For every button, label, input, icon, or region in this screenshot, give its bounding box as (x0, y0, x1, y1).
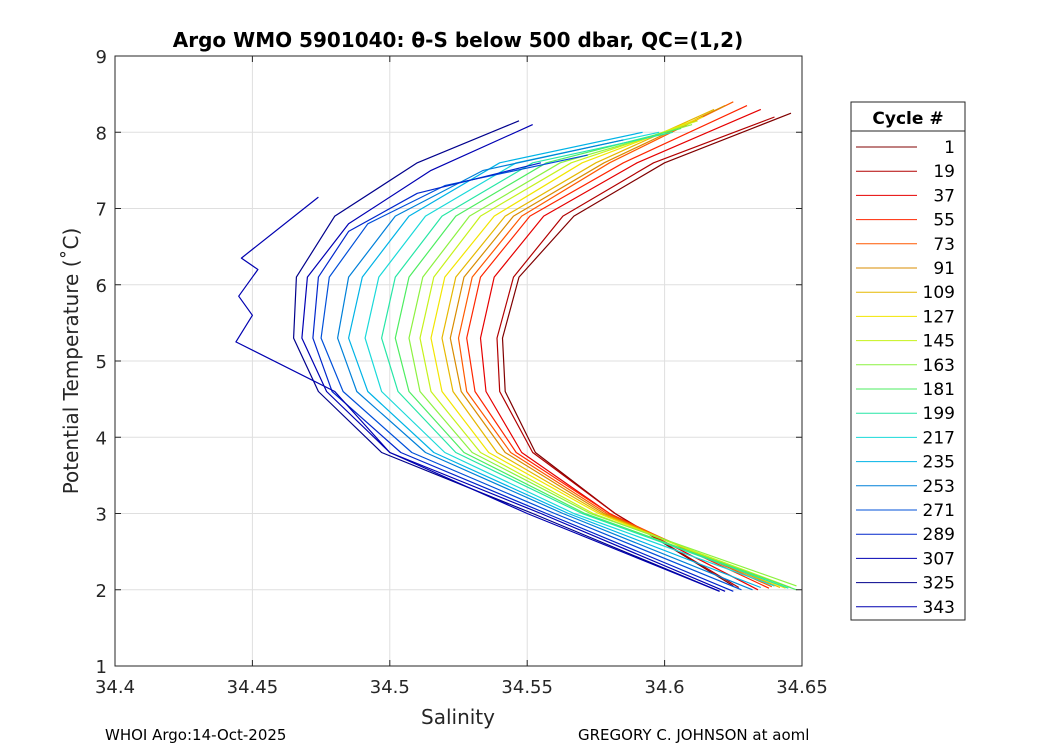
series-line (394, 127, 797, 591)
legend-entry-label: 145 (923, 332, 955, 352)
legend-entry-label: 55 (933, 211, 955, 231)
y-axis-label: Potential Temperature (˚C) (59, 228, 83, 495)
legend-entry-label: 253 (923, 477, 955, 497)
series-line (364, 131, 775, 587)
series-line (320, 154, 742, 591)
y-tick-label: 8 (96, 123, 107, 144)
series-layer (235, 101, 797, 592)
legend-entry-label: 271 (923, 501, 955, 521)
series-line (301, 124, 726, 592)
y-tick-label: 3 (96, 505, 107, 526)
legend-title: Cycle # (872, 109, 943, 129)
x-tick-label: 34.55 (501, 677, 553, 698)
series-line (479, 108, 762, 591)
y-tick-label: 1 (96, 657, 107, 678)
legend-entry-label: 307 (923, 549, 955, 569)
series-line (419, 120, 792, 589)
legend-entry-label: 73 (933, 235, 955, 255)
tick-layer: 34.4 34.45 34.5 34.55 34.6 34.65 1 2 3 4 5 6 7 8 9 (95, 47, 828, 698)
footer-left: WHOI Argo:14-Oct-2025 (105, 726, 287, 744)
footer-right: GREGORY C. JOHNSON at aoml (578, 726, 810, 744)
series-line (466, 105, 770, 589)
x-tick-label: 34.45 (227, 677, 279, 698)
y-tick-label: 5 (96, 352, 107, 373)
legend-entry-label: 127 (923, 307, 955, 327)
series-line (441, 108, 781, 589)
series-line (449, 105, 775, 587)
legend-entry-label: 1 (944, 138, 955, 158)
series-line (235, 196, 720, 592)
legend-entry-label: 109 (923, 283, 955, 303)
legend-entry-label: 19 (933, 162, 955, 182)
y-tick-label: 6 (96, 276, 107, 297)
legend-entries: 1 19 37 55 73 91 109 127 145 163 181 199 217 235 253 27… (856, 138, 955, 618)
legend-entry-label: 217 (923, 428, 955, 448)
x-tick-label: 34.4 (95, 677, 135, 698)
series-line (430, 116, 786, 589)
legend-entry-label: 325 (923, 574, 955, 594)
x-tick-label: 34.6 (645, 677, 685, 698)
series-line (312, 162, 734, 592)
legend: Cycle # 1 19 37 55 73 91 109 127 145 163 181 199 217… (850, 101, 966, 621)
chart-title: Argo WMO 5901040: θ-S below 500 dbar, QC… (173, 28, 743, 52)
x-tick-label: 34.65 (776, 677, 828, 698)
legend-entry-label: 37 (933, 186, 955, 206)
series-line (408, 124, 797, 587)
y-tick-label: 4 (96, 428, 107, 449)
y-tick-label: 2 (96, 581, 107, 602)
y-tick-label: 7 (96, 200, 107, 221)
legend-entry-label: 235 (923, 453, 955, 473)
series-line (457, 101, 773, 588)
x-axis-label: Salinity (421, 705, 495, 729)
legend-entry-label: 199 (923, 404, 955, 424)
legend-entry-label: 181 (923, 380, 955, 400)
x-tick-label: 34.5 (370, 677, 410, 698)
legend-box (850, 101, 966, 621)
legend-entry-label: 91 (933, 259, 955, 279)
legend-entry-label: 289 (923, 525, 955, 545)
legend-entry-label: 163 (923, 356, 955, 376)
series-line (381, 131, 789, 589)
series-line (337, 139, 753, 591)
series-line (496, 116, 775, 589)
legend-entry-label: 343 (923, 598, 955, 618)
y-tick-label: 9 (96, 47, 107, 68)
